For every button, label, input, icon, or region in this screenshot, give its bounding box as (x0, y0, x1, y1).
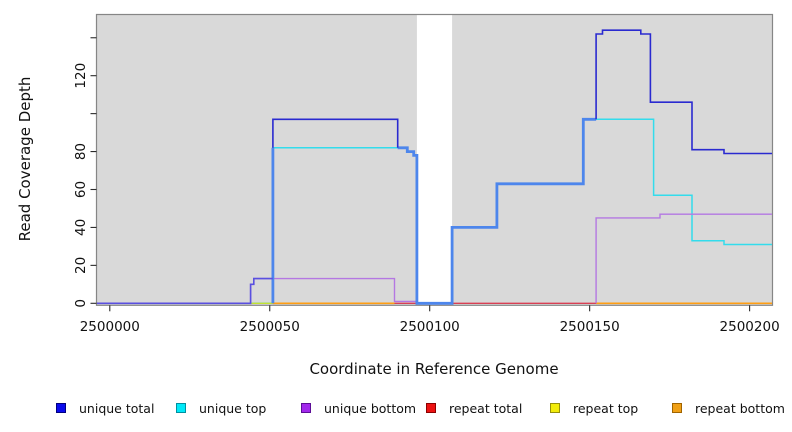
y-tick-label: 20 (73, 257, 89, 274)
unique-bottom-swatch-icon (301, 403, 311, 413)
y-axis-title: Read Coverage Depth (16, 77, 34, 242)
plot-border (95, 13, 774, 306)
y-tick-label: 40 (73, 219, 89, 236)
legend-label: repeat top (573, 400, 639, 416)
axes: 2500000 2500050 2500100 2500150 2500200 0 20 40… (73, 37, 780, 335)
legend-item-unique-total: unique total (56, 398, 154, 418)
unique-top-swatch-icon (176, 403, 186, 413)
x-tick-label: 2500100 (400, 319, 460, 335)
repeat-total-swatch-icon (426, 403, 436, 413)
y-tick-label: 60 (73, 181, 89, 198)
x-tick-label: 2500050 (240, 319, 300, 335)
unique-total-line-b (595, 29, 772, 155)
legend-item-repeat-bottom: repeat bottom (672, 398, 785, 418)
legend: unique total unique top unique bottom re… (0, 398, 792, 420)
legend-item-unique-top: unique top (176, 398, 266, 418)
y-tick-label: 0 (73, 299, 89, 308)
repeat-bottom-swatch-icon (672, 403, 682, 413)
total-top-overlap-main (397, 117, 597, 305)
legend-label: unique bottom (324, 400, 417, 416)
coverage-step-chart: 2500000 2500050 2500100 2500150 2500200 0 20 40… (16, 13, 780, 378)
y-tick-label: 80 (73, 143, 89, 160)
legend-label: unique top (199, 400, 267, 416)
total-bottom-overlap-baseline (97, 277, 273, 305)
unique-bottom-line-b (595, 213, 772, 304)
repeat-top-swatch-icon (550, 403, 560, 413)
legend-label: unique total (79, 400, 155, 416)
legend-label: repeat bottom (695, 400, 785, 416)
x-tick-label: 2500150 (560, 319, 620, 335)
y-tick-label: 120 (73, 63, 89, 89)
unique-total-line-a (272, 118, 399, 148)
legend-label: repeat total (449, 400, 523, 416)
x-axis-title: Coordinate in Reference Genome (309, 360, 558, 378)
x-tick-label: 2500200 (720, 319, 780, 335)
legend-item-repeat-top: repeat top (550, 398, 638, 418)
legend-item-unique-bottom: unique bottom (301, 398, 416, 418)
x-tick-label: 2500000 (80, 319, 140, 335)
unique-total-swatch-icon (56, 403, 66, 413)
plot-area (95, 13, 774, 306)
legend-item-repeat-total: repeat total (426, 398, 522, 418)
masked-region (416, 15, 453, 305)
